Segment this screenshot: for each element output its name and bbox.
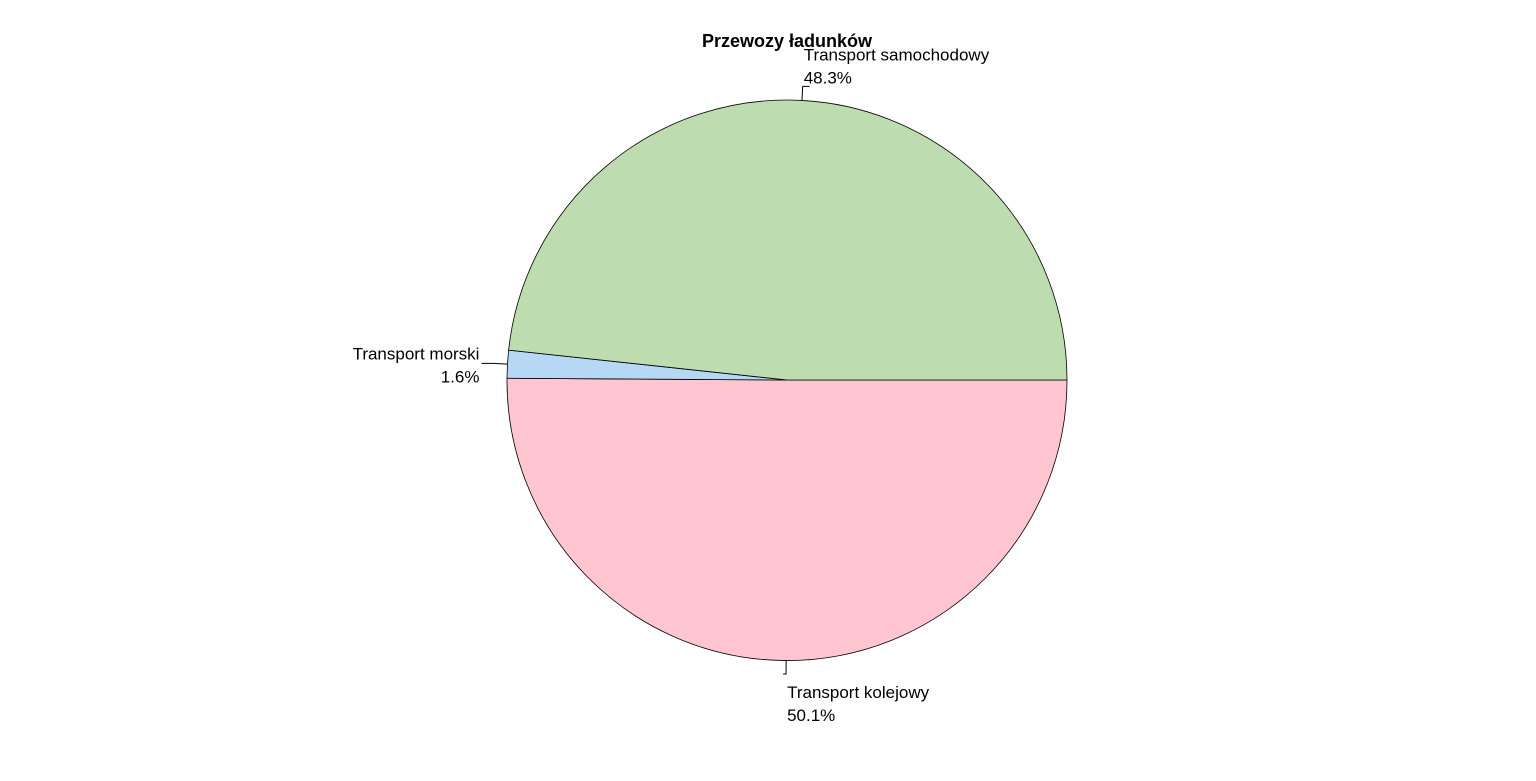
slice-percent-label-transport-morski: 1.6% [441, 367, 480, 386]
slice-name-label-transport-kolejowy: Transport kolejowy [787, 683, 930, 702]
pie-slice-transport-kolejowy [506, 377, 1068, 661]
leader-lines [481, 85, 810, 675]
slice-name-label-transport-morski: Transport morski [353, 344, 480, 363]
chart-title: Przewozy ładunków [702, 31, 873, 51]
leader-line-transport-morski [481, 362, 508, 365]
slice-labels: Transport kolejowy 50.1% Transport morski 1… [353, 45, 990, 725]
slice-percent-label-transport-samochodowy: 48.3% [804, 68, 852, 87]
leader-line-transport-samochodowy [801, 85, 810, 101]
pie-slice-transport-samochodowy [508, 99, 1068, 381]
pie-slices [506, 99, 1068, 661]
leader-line-transport-kolejowy [783, 659, 787, 675]
slice-percent-label-transport-kolejowy: 50.1% [787, 706, 835, 725]
slice-name-label-transport-samochodowy: Transport samochodowy [804, 45, 990, 64]
